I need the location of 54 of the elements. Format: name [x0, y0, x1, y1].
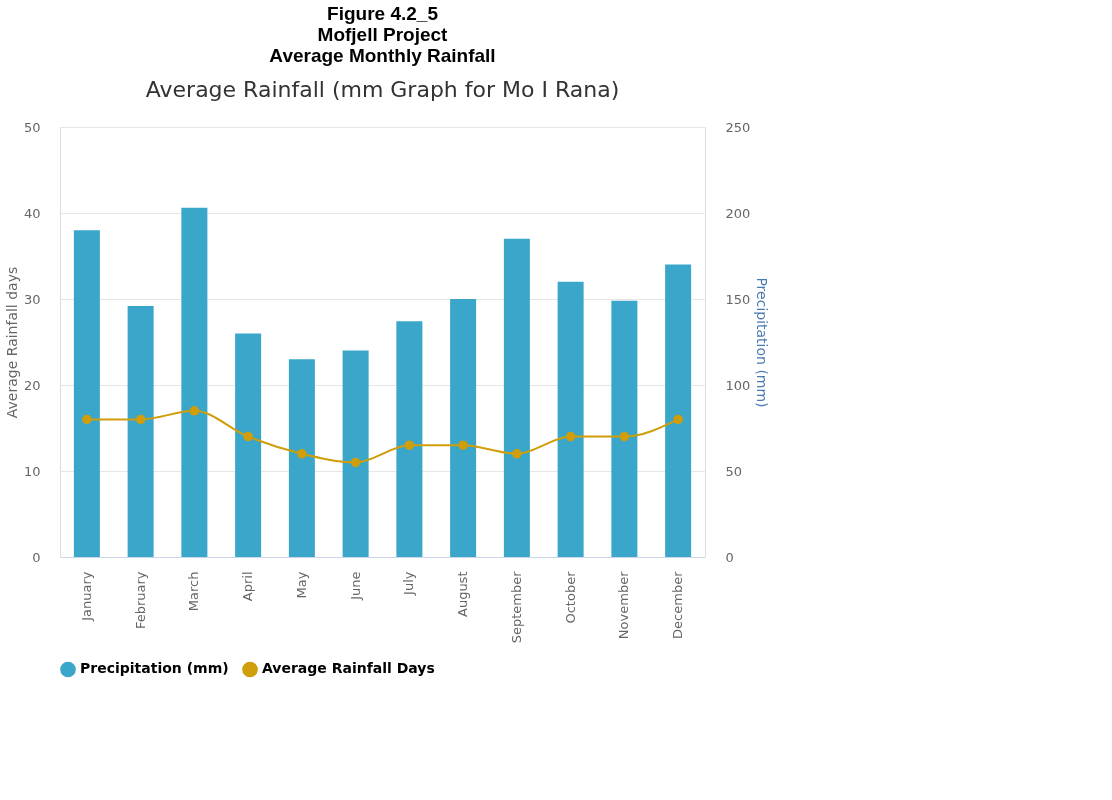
bar	[288, 359, 315, 557]
x-tick-label: January	[78, 571, 94, 622]
y-axis-title: Average Rainfall days	[3, 266, 20, 419]
point	[350, 457, 361, 468]
bar	[611, 300, 638, 557]
y-tick-label: 40	[23, 205, 41, 221]
legend-label: Precipitation (mm)	[80, 660, 229, 677]
point	[458, 440, 468, 450]
bar	[557, 281, 584, 557]
y-tick-label: 10	[23, 463, 41, 479]
point	[189, 406, 200, 416]
chart-subtitle: Average Rainfall (mm Graph for Mo I Rana)	[145, 77, 620, 102]
x-tick-label: February	[132, 571, 148, 630]
y2-tick-label: 50	[725, 463, 743, 479]
bar	[450, 299, 477, 557]
point	[82, 414, 92, 425]
x-tick-label: December	[670, 570, 686, 639]
y2-tick-label: 0	[725, 549, 734, 565]
point	[619, 431, 630, 442]
bar	[127, 305, 154, 557]
y-tick-label: 20	[23, 377, 41, 393]
chart-title: Figure 4.2_5 Mofjell Project Average Monthly Rainfall	[269, 3, 496, 66]
x-tick-label: September	[508, 570, 524, 644]
point	[673, 414, 683, 425]
x-tick-label: October	[562, 570, 578, 624]
point	[404, 440, 415, 450]
legend-label: Average Rainfall Days	[262, 660, 435, 677]
bar	[181, 207, 208, 557]
bar	[342, 350, 369, 557]
x-tick-label: June	[347, 571, 363, 601]
bar	[503, 238, 530, 557]
point	[512, 449, 522, 459]
bar	[665, 264, 692, 557]
y-tick-label: 30	[23, 291, 41, 307]
y-tick-label: 0	[32, 549, 41, 565]
point	[243, 431, 253, 442]
point	[135, 414, 146, 425]
point	[297, 449, 307, 459]
y2-tick-label: 100	[725, 377, 751, 393]
y-tick-label: 50	[23, 119, 41, 135]
bar	[396, 321, 423, 557]
y2-tick-label: 250	[725, 119, 751, 135]
y2-axis-title: Precipitation (mm)	[754, 277, 771, 408]
y2-tick-label: 150	[725, 291, 751, 307]
bar	[235, 333, 262, 557]
x-tick-label: July	[401, 571, 417, 596]
x-tick-label: May	[293, 571, 309, 599]
y2-tick-label: 200	[725, 205, 751, 221]
x-tick-label: March	[186, 571, 202, 612]
point	[565, 431, 576, 442]
bar	[73, 230, 100, 557]
x-tick-label: April	[240, 571, 256, 602]
x-tick-label: August	[455, 571, 471, 617]
x-tick-label: November	[616, 570, 632, 640]
